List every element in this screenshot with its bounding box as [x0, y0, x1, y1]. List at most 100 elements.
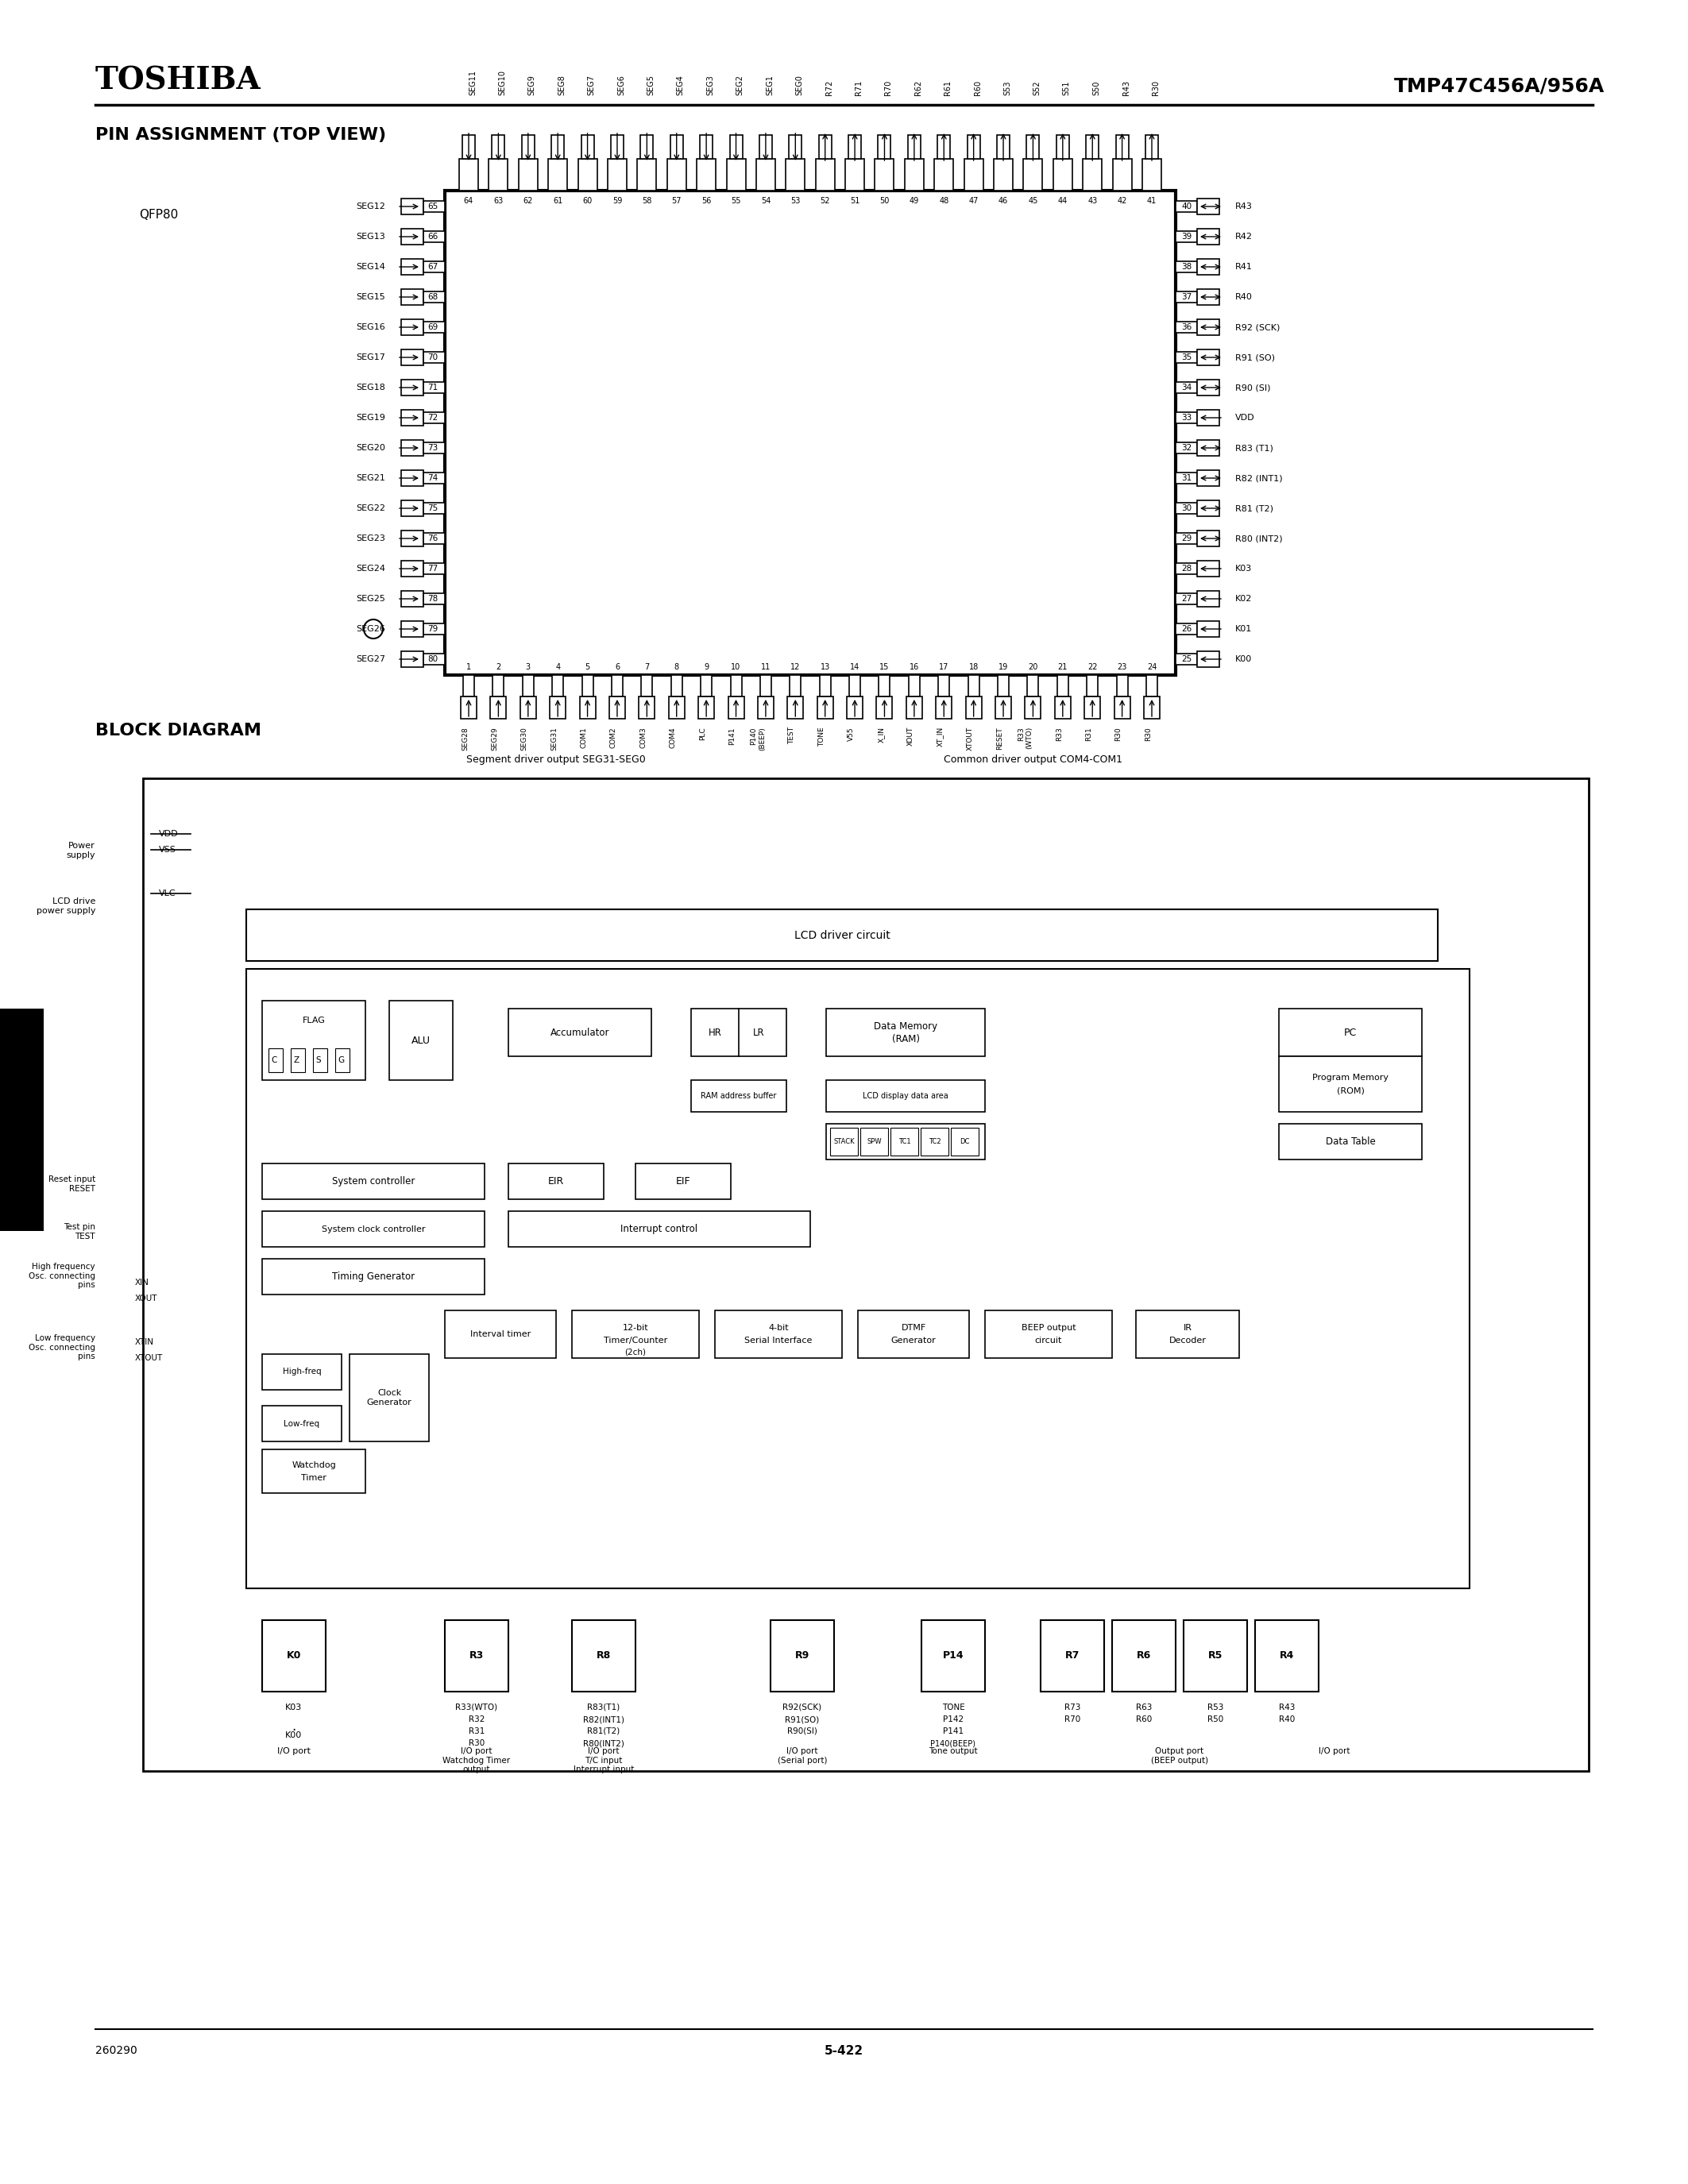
Text: S52: S52 [1033, 81, 1041, 96]
Text: R42: R42 [1236, 234, 1252, 240]
Text: 26: 26 [1182, 625, 1192, 633]
Bar [998, 675, 1009, 697]
Bar [1175, 472, 1197, 483]
Text: SEG23: SEG23 [356, 535, 385, 542]
Bar [635, 1164, 731, 1199]
Bar [788, 135, 802, 159]
Bar [731, 675, 741, 697]
Text: Test pin
TEST: Test pin TEST [64, 1223, 95, 1241]
Text: Reset input
RESET: Reset input RESET [49, 1175, 95, 1192]
Text: Z: Z [294, 1057, 299, 1064]
Text: R60: R60 [974, 81, 981, 96]
Bar [1146, 675, 1158, 697]
Bar [424, 622, 446, 636]
Text: 61: 61 [554, 197, 562, 205]
Text: Program Memory: Program Memory [1312, 1075, 1389, 1081]
Bar [446, 1621, 508, 1693]
Bar [770, 1621, 834, 1693]
Text: 76: 76 [427, 535, 439, 542]
Bar [966, 697, 981, 719]
Bar [939, 675, 949, 697]
Text: 11: 11 [761, 664, 770, 670]
Bar [262, 1621, 326, 1693]
Text: DC: DC [960, 1138, 969, 1144]
Bar [262, 1354, 341, 1389]
Bar [787, 697, 803, 719]
Bar [424, 321, 446, 332]
Text: S50: S50 [1092, 81, 1101, 96]
Bar [493, 675, 505, 697]
Text: TONE: TONE [819, 727, 825, 747]
Bar [1116, 675, 1128, 697]
Bar [1085, 135, 1099, 159]
Text: R31: R31 [1085, 727, 1092, 740]
Text: 53: 53 [790, 197, 800, 205]
Bar [402, 561, 424, 577]
Text: 32: 32 [1182, 443, 1192, 452]
Text: 74: 74 [427, 474, 439, 483]
Text: R91(SO): R91(SO) [785, 1714, 819, 1723]
Text: SEG15: SEG15 [356, 293, 385, 301]
Text: TONE: TONE [942, 1704, 964, 1712]
Bar [262, 1164, 484, 1199]
Text: SEG22: SEG22 [356, 505, 385, 513]
Text: 64: 64 [464, 197, 474, 205]
Bar [262, 1258, 484, 1295]
Text: 18: 18 [969, 664, 979, 670]
Text: Timer: Timer [300, 1474, 326, 1481]
Bar [549, 159, 567, 190]
Bar [402, 531, 424, 546]
Text: 57: 57 [672, 197, 682, 205]
Text: SEG14: SEG14 [356, 262, 385, 271]
Text: LCD drive
power supply: LCD drive power supply [35, 898, 95, 915]
Bar [787, 159, 805, 190]
Bar [1057, 135, 1069, 159]
Text: 62: 62 [523, 197, 533, 205]
Text: XOUT: XOUT [135, 1295, 157, 1302]
Bar [861, 1127, 888, 1155]
Text: SEG26: SEG26 [356, 625, 385, 633]
Bar [1175, 653, 1197, 664]
Bar [760, 675, 771, 697]
Bar [336, 1048, 349, 1072]
Bar [1183, 1621, 1247, 1693]
Bar [1280, 1125, 1421, 1160]
Text: 34: 34 [1182, 384, 1192, 391]
Bar [1175, 321, 1197, 332]
Text: R53: R53 [1207, 1704, 1224, 1712]
Bar [424, 262, 446, 273]
Bar [1197, 288, 1219, 306]
Bar [908, 675, 920, 697]
Text: SEG17: SEG17 [356, 354, 385, 360]
Bar [424, 201, 446, 212]
Bar [402, 380, 424, 395]
Text: P14: P14 [942, 1651, 964, 1662]
Text: 44: 44 [1058, 197, 1067, 205]
Text: R61: R61 [944, 81, 952, 96]
Bar [609, 697, 625, 719]
Bar [262, 1212, 484, 1247]
Text: R9: R9 [795, 1651, 810, 1662]
Text: 80: 80 [427, 655, 439, 664]
Text: I/O port
T/C input
Interrupt input: I/O port T/C input Interrupt input [574, 1747, 635, 1773]
Text: 51: 51 [849, 197, 859, 205]
Bar [491, 697, 506, 719]
Text: PIN ASSIGNMENT (TOP VIEW): PIN ASSIGNMENT (TOP VIEW) [95, 127, 387, 142]
Text: R30: R30 [1151, 81, 1160, 96]
Bar [697, 159, 716, 190]
Bar [402, 260, 424, 275]
Bar [402, 319, 424, 334]
Bar [424, 232, 446, 242]
Text: Segment driver output SEG31-SEG0: Segment driver output SEG31-SEG0 [466, 753, 647, 764]
Text: XTIN: XTIN [135, 1339, 154, 1345]
Text: SEG12: SEG12 [356, 203, 385, 210]
Bar [1055, 697, 1070, 719]
Bar [1175, 413, 1197, 424]
Bar [402, 500, 424, 515]
Bar [640, 697, 655, 719]
Text: TC2: TC2 [928, 1138, 940, 1144]
Text: 65: 65 [427, 203, 439, 210]
Bar [670, 135, 684, 159]
Text: COM4: COM4 [670, 727, 677, 747]
Text: P140
(BEEP): P140 (BEEP) [749, 727, 766, 751]
